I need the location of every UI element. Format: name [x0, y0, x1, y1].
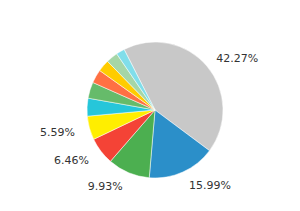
svg-text:15.99%: 15.99%: [189, 179, 231, 192]
svg-text:42.27%: 42.27%: [216, 52, 258, 65]
svg-text:9.93%: 9.93%: [88, 180, 123, 193]
svg-text:5.59%: 5.59%: [40, 126, 75, 139]
svg-text:6.46%: 6.46%: [54, 154, 89, 167]
